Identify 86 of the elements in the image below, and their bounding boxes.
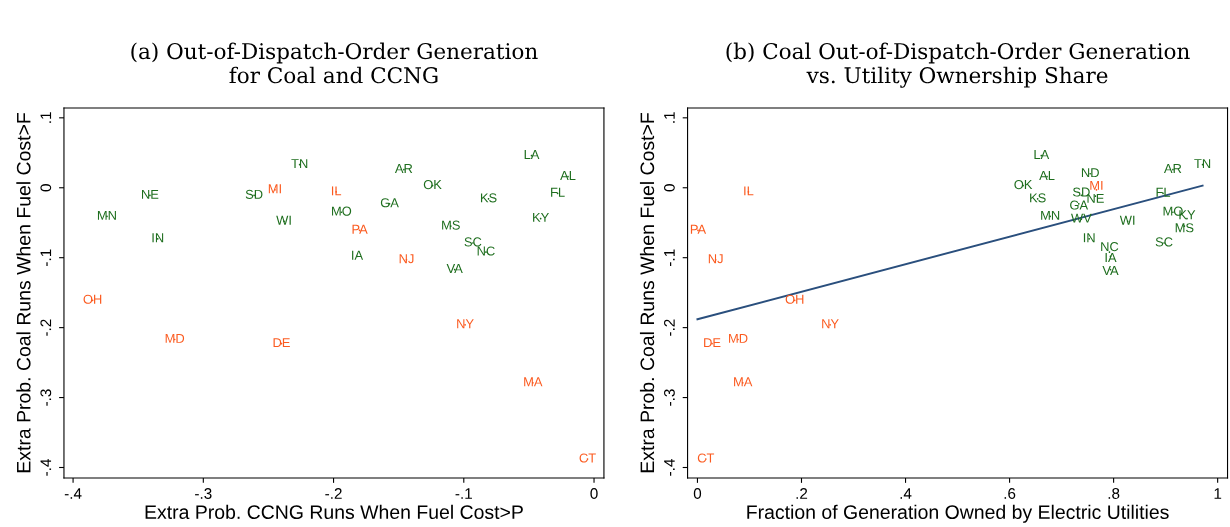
data-label: AR bbox=[1163, 164, 1182, 173]
data-label: KS bbox=[1030, 193, 1046, 203]
data-label: CT bbox=[697, 453, 715, 463]
y-tick-label: -.1 bbox=[40, 249, 52, 266]
data-label: NY bbox=[822, 319, 839, 329]
y-tick-label: 0 bbox=[40, 184, 52, 192]
data-label: OH bbox=[785, 294, 804, 304]
data-label: FL bbox=[1156, 187, 1171, 197]
x-tick-label: 0 bbox=[693, 488, 702, 499]
data-label: MO bbox=[332, 206, 352, 216]
chart-title: (b) Coal Out-of-Dispatch-Order Generation vs. Utility Ownership Share bbox=[726, 42, 1190, 88]
x-tick-label: .8 bbox=[1108, 488, 1120, 499]
data-label: OH bbox=[83, 294, 102, 304]
data-label: AL bbox=[560, 171, 576, 180]
y-axis-title: Extra Prob. Coal Runs When Fuel Cost>F bbox=[16, 113, 31, 473]
x-tick-label: .6 bbox=[1004, 488, 1016, 499]
x-tick-label: .2 bbox=[796, 488, 808, 499]
x-tick-label: -.4 bbox=[64, 488, 82, 499]
data-label: MS bbox=[1175, 223, 1194, 233]
y-tick-label: -.2 bbox=[664, 319, 675, 336]
data-label: FL bbox=[551, 187, 565, 197]
data-label: MD bbox=[165, 333, 185, 343]
data-label: MN bbox=[97, 210, 116, 220]
x-axis-title: Extra Prob. CCNG Runs When Fuel Cost>P bbox=[145, 504, 523, 520]
data-label: AR bbox=[394, 164, 413, 173]
y-tick-label: -.4 bbox=[40, 459, 52, 476]
data-label: IA bbox=[352, 250, 364, 260]
data-label: PA bbox=[352, 224, 368, 234]
data-label: NC bbox=[1101, 242, 1119, 252]
x-axis-title: Fraction of Generation Owned by Electric Utilities bbox=[747, 504, 1169, 523]
data-label: PA bbox=[690, 224, 707, 234]
data-label: SC bbox=[464, 237, 482, 247]
data-label: TN bbox=[1194, 159, 1211, 169]
data-label: GA bbox=[1070, 200, 1089, 210]
data-label: VA bbox=[1102, 266, 1119, 275]
data-label: OK bbox=[423, 179, 442, 190]
data-label: NJ bbox=[708, 254, 723, 264]
data-label: SD bbox=[245, 189, 263, 199]
x-tick-label: -.3 bbox=[195, 488, 212, 499]
data-label: DE bbox=[704, 338, 721, 348]
data-label: VA bbox=[446, 264, 463, 273]
data-label: IN bbox=[152, 233, 164, 243]
data-label: MS bbox=[442, 220, 460, 230]
y-tick-label: -.1 bbox=[664, 249, 675, 266]
data-label: DE bbox=[273, 338, 290, 348]
y-tick-label: -.2 bbox=[40, 319, 52, 336]
data-label: NJ bbox=[399, 254, 414, 264]
data-label: ND bbox=[1081, 168, 1099, 178]
x-tick-label: -.2 bbox=[325, 488, 342, 499]
data-label: IL bbox=[331, 186, 342, 196]
data-label: KS bbox=[480, 193, 497, 203]
x-tick-label: -.1 bbox=[455, 488, 472, 499]
x-tick-label: 0 bbox=[590, 488, 598, 499]
data-label: KY bbox=[533, 212, 549, 222]
chart-title: (a) Out-of-Dispatch-Order Generation for Coal and CCNG bbox=[131, 42, 538, 84]
y-tick-label: -.3 bbox=[40, 389, 52, 406]
data-label: IL bbox=[744, 186, 754, 196]
data-label: WI bbox=[276, 215, 291, 225]
y-tick-label: -.3 bbox=[664, 389, 675, 406]
data-label: IA bbox=[1105, 253, 1117, 262]
data-label: CT bbox=[579, 453, 596, 463]
data-label: MA bbox=[734, 377, 753, 387]
y-tick-label: .1 bbox=[664, 112, 675, 123]
y-tick-label: -.4 bbox=[664, 459, 675, 476]
data-label: IN bbox=[1083, 233, 1095, 243]
data-label: TN bbox=[291, 159, 308, 169]
data-label: MD bbox=[729, 333, 748, 343]
data-label: MI bbox=[1090, 180, 1103, 190]
y-tick-label: .1 bbox=[40, 112, 52, 123]
data-label: NC bbox=[477, 246, 495, 256]
data-label: MA bbox=[524, 377, 543, 387]
data-label: NE bbox=[142, 189, 159, 199]
data-label: SC bbox=[1155, 237, 1173, 247]
data-label: WI bbox=[1119, 215, 1135, 225]
y-axis-title: Extra Prob. Coal Runs When Fuel Cost>F bbox=[639, 113, 655, 473]
x-tick-label: 1 bbox=[1214, 488, 1222, 499]
data-label: AL bbox=[1039, 171, 1055, 180]
data-label: GA bbox=[380, 198, 399, 208]
data-label: LA bbox=[1034, 150, 1050, 159]
x-tick-label: .4 bbox=[900, 488, 912, 499]
data-label: MI bbox=[268, 184, 281, 194]
data-label: NY bbox=[457, 319, 474, 329]
data-label: OK bbox=[1014, 179, 1033, 190]
data-label: MN bbox=[1041, 210, 1060, 220]
data-label: LA bbox=[524, 150, 540, 159]
y-tick-label: 0 bbox=[664, 184, 675, 192]
